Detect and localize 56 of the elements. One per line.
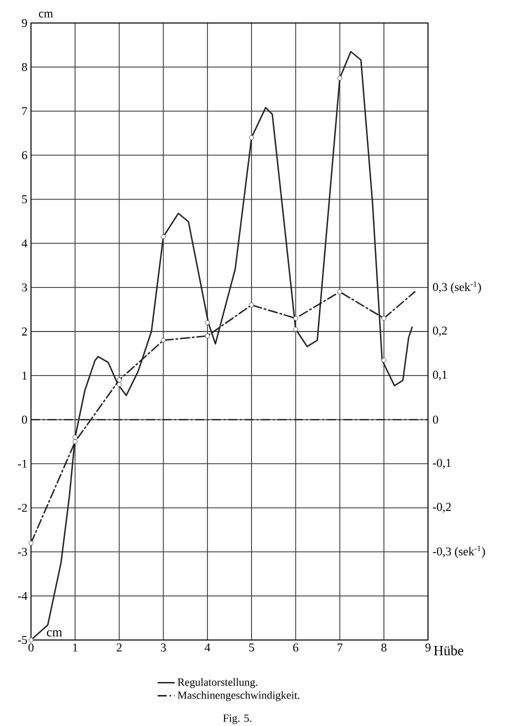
legend-label: Regulatorstellung. bbox=[178, 678, 258, 688]
x-tick-label: 6 bbox=[293, 644, 298, 652]
point bbox=[205, 334, 210, 338]
y-tick-label: -4 bbox=[18, 592, 28, 600]
point bbox=[28, 540, 34, 546]
y2-tick-label: 0,3 (sek$^{-1}$) bbox=[432, 281, 481, 294]
point bbox=[249, 135, 254, 140]
point bbox=[72, 434, 78, 440]
y-tick-label: 8 bbox=[22, 63, 28, 72]
point bbox=[116, 378, 122, 382]
y2-tick-label: -0,1 bbox=[432, 458, 451, 469]
x-tick-label: 4 bbox=[204, 644, 210, 652]
y-tick-label: -3 bbox=[18, 548, 28, 556]
point bbox=[293, 326, 298, 332]
annotation: cm bbox=[46, 630, 62, 636]
y-tick-label: 9 bbox=[22, 18, 27, 27]
y2-tick-label: 0 bbox=[432, 416, 438, 424]
y-tick-label: 6 bbox=[22, 151, 28, 160]
x-tick-label: 8 bbox=[381, 644, 386, 652]
y-tick-label: 5 bbox=[22, 195, 28, 204]
y-axis-title: cm bbox=[38, 12, 53, 18]
y-tick-label: 1 bbox=[22, 372, 27, 380]
caption: Fig. 5. bbox=[223, 714, 252, 724]
point bbox=[337, 289, 342, 294]
y2-tick-label: -0,3 (sek$^{-1}$) bbox=[432, 546, 485, 558]
point bbox=[160, 234, 166, 240]
x-tick-label: 9 bbox=[425, 644, 430, 652]
x-tick-label: 1 bbox=[73, 644, 78, 652]
x-tick-label: 5 bbox=[249, 644, 254, 652]
point bbox=[205, 320, 210, 326]
y-tick-label: 4 bbox=[22, 239, 28, 248]
point bbox=[116, 382, 122, 387]
point bbox=[28, 638, 34, 642]
point bbox=[249, 302, 254, 308]
point bbox=[382, 358, 386, 363]
point bbox=[72, 439, 78, 444]
x-tick-label: 2 bbox=[116, 644, 122, 652]
y2-tick-label: -0,2 bbox=[432, 502, 451, 513]
y-tick-label: 2 bbox=[22, 328, 27, 336]
x-tick-label: 0 bbox=[28, 644, 34, 652]
y-tick-label: 7 bbox=[22, 107, 28, 116]
point bbox=[293, 316, 298, 321]
legend-label: Maschinengeschwindigkeit. bbox=[178, 691, 300, 702]
point bbox=[382, 316, 386, 321]
x-axis-title: Hübe bbox=[434, 646, 464, 656]
point bbox=[160, 338, 166, 343]
y-tick-label: 3 bbox=[22, 283, 28, 292]
y-tick-label: -1 bbox=[18, 460, 27, 468]
x-tick-label: 3 bbox=[160, 644, 166, 652]
x-tick-label: 7 bbox=[338, 644, 342, 652]
y2-tick-label: 0,1 bbox=[432, 370, 447, 380]
y-tick-label: -5 bbox=[18, 636, 28, 644]
y-tick-label: -2 bbox=[18, 504, 27, 512]
y-tick-label: 0 bbox=[22, 416, 28, 424]
y2-tick-label: 0,2 bbox=[432, 326, 447, 336]
point bbox=[337, 76, 342, 80]
